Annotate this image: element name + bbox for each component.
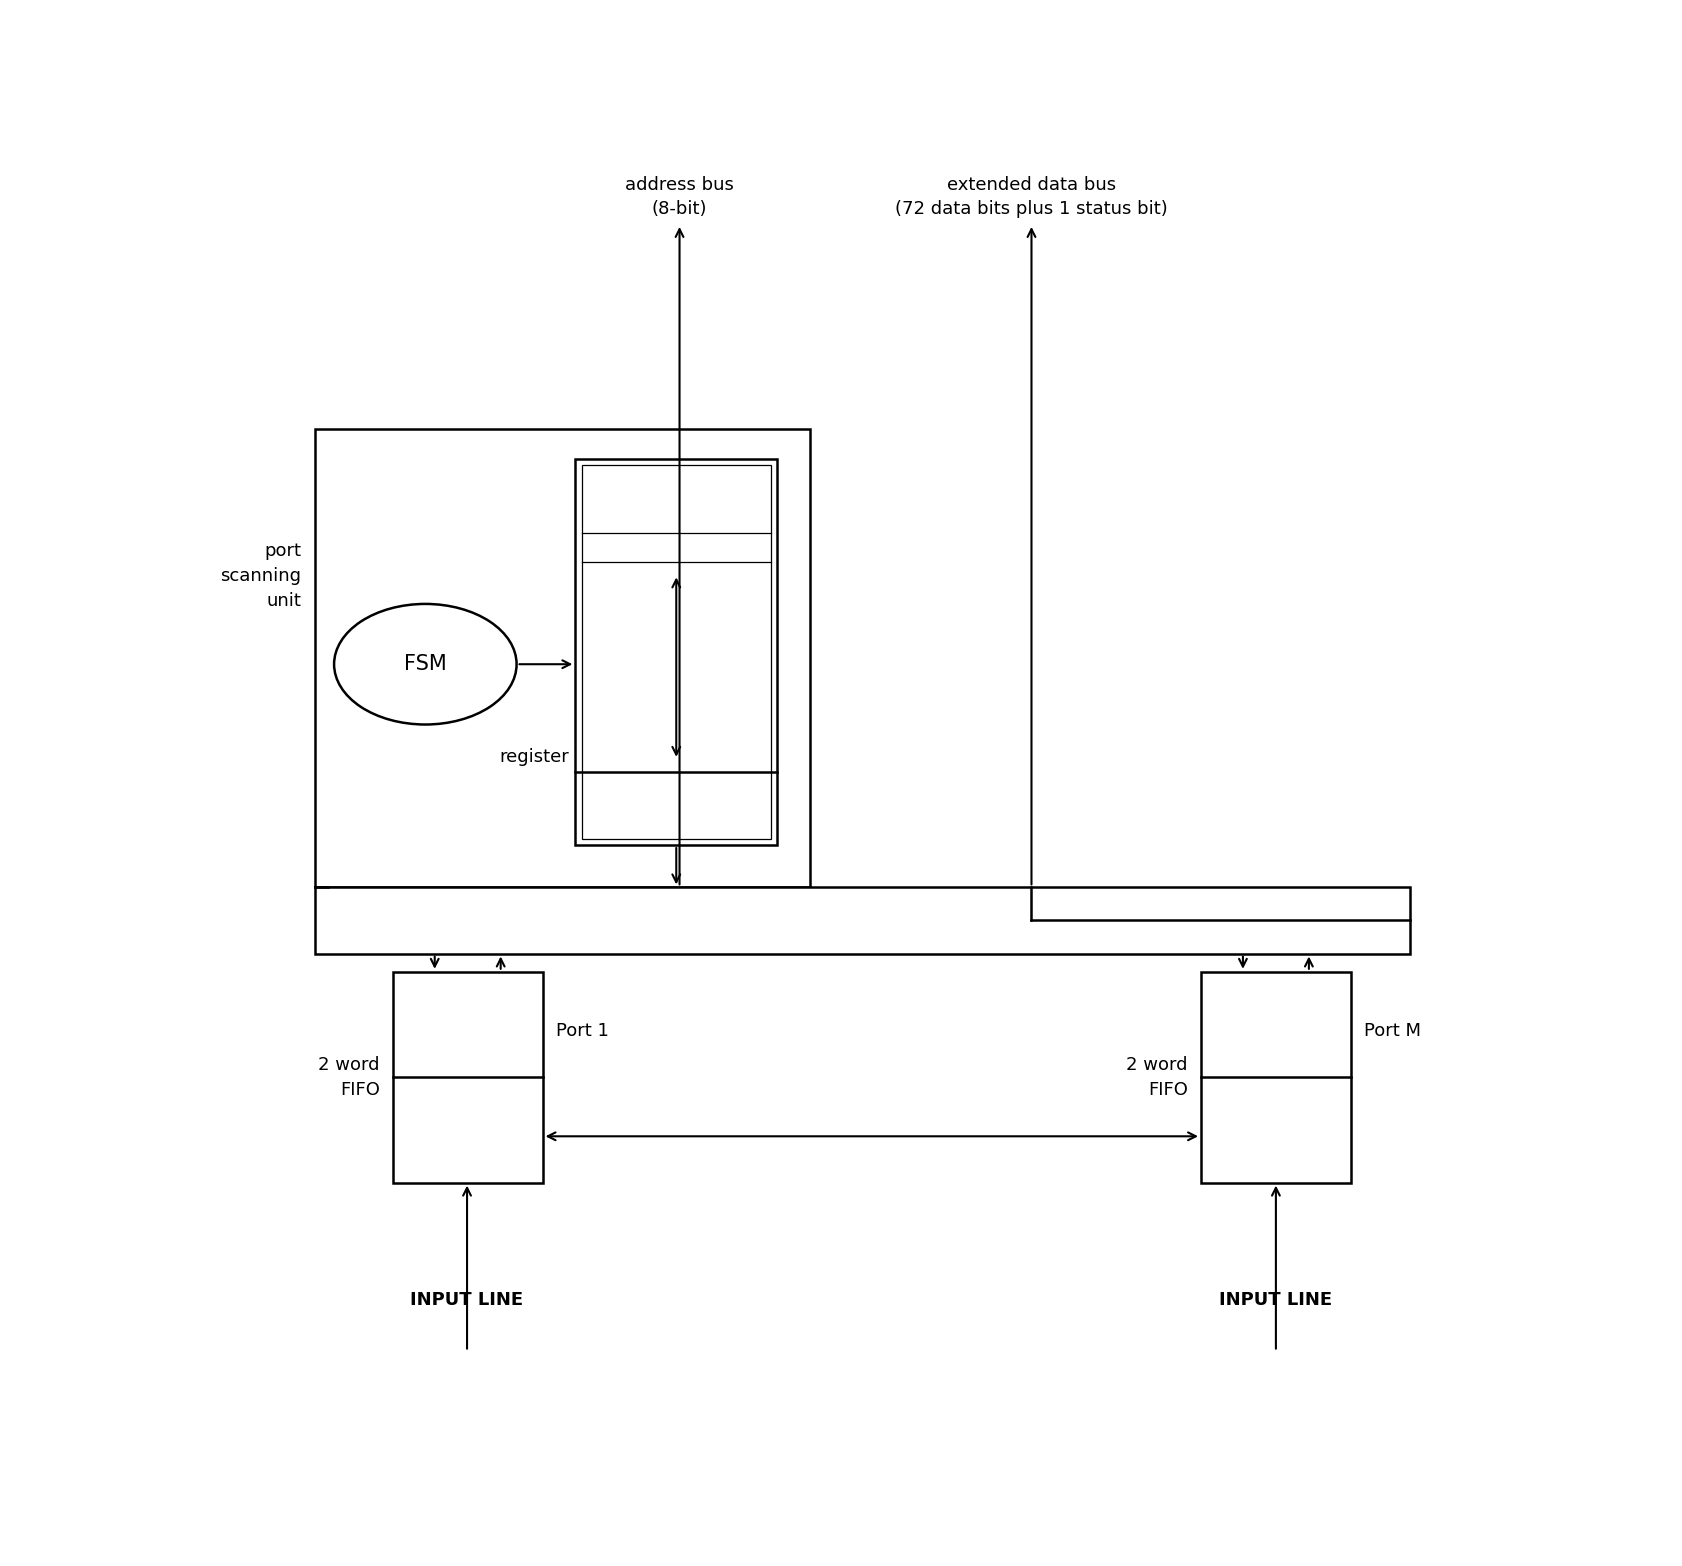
Bar <box>315 429 811 888</box>
Text: port
scanning
unit: port scanning unit <box>220 542 301 609</box>
Bar <box>315 888 1410 954</box>
Bar <box>582 465 770 839</box>
Bar <box>575 459 777 846</box>
Ellipse shape <box>335 604 516 725</box>
Text: 2 word
FIFO: 2 word FIFO <box>318 1055 380 1099</box>
Text: register: register <box>500 747 569 766</box>
Text: FSM: FSM <box>404 655 447 675</box>
Text: address bus
(8-bit): address bus (8-bit) <box>626 177 733 218</box>
Bar <box>392 971 543 1182</box>
Text: 2 word
FIFO: 2 word FIFO <box>1127 1055 1187 1099</box>
Bar <box>1201 971 1351 1182</box>
Text: extended data bus
(72 data bits plus 1 status bit): extended data bus (72 data bits plus 1 s… <box>895 177 1167 218</box>
Text: Port 1: Port 1 <box>555 1021 609 1040</box>
Text: Port M: Port M <box>1364 1021 1421 1040</box>
Text: INPUT LINE: INPUT LINE <box>410 1292 523 1309</box>
Text: INPUT LINE: INPUT LINE <box>1219 1292 1332 1309</box>
